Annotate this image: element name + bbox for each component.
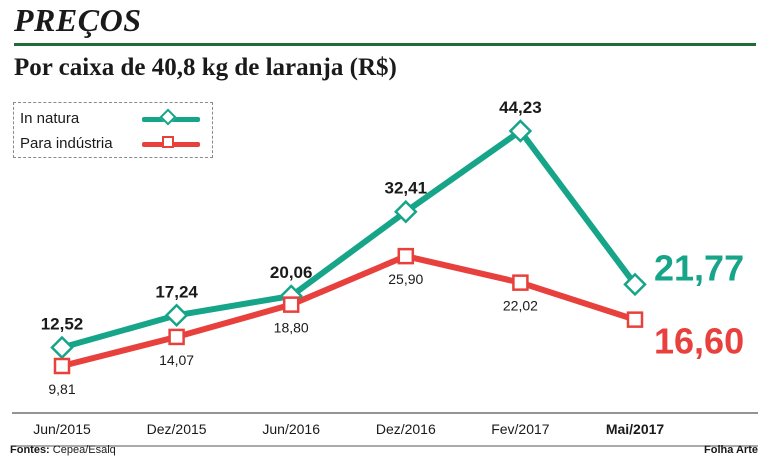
data-label-para-industria: 25,90	[388, 271, 423, 287]
latest-value-para-industria: 16,60	[654, 321, 744, 362]
section-title: PREÇOS	[14, 2, 142, 38]
x-tick-label: Jun/2015	[33, 421, 91, 437]
x-tick-label: Dez/2015	[147, 421, 207, 437]
data-point-para-industria	[168, 328, 185, 346]
x-tick-label: Dez/2016	[376, 421, 436, 437]
data-point-para-industria	[282, 296, 300, 313]
data-point-in-natura	[623, 272, 647, 297]
sources-text: Cepea/Esalq	[52, 444, 116, 456]
data-label-in-natura: 12,52	[41, 314, 84, 333]
data-label-in-natura: 17,24	[155, 282, 198, 301]
data-label-in-natura: 20,06	[270, 263, 313, 282]
sources-note: Fontes: Cepea/Esalq	[10, 444, 116, 456]
chart-subtitle: Por caixa de 40,8 kg de laranja (R$)	[14, 54, 397, 81]
diamond-marker-icon	[159, 108, 177, 126]
data-point-in-natura	[164, 303, 189, 328]
data-point-para-industria	[397, 247, 415, 265]
data-label-in-natura: 32,41	[385, 179, 428, 198]
data-point-para-industria	[53, 357, 71, 375]
legend-item-in-natura: In natura	[14, 107, 214, 131]
legend-item-para-industria: Para indústria	[14, 132, 214, 156]
data-point-in-natura	[394, 199, 418, 224]
x-tick-label: Jun/2016	[262, 421, 320, 437]
data-label-para-industria: 9,81	[48, 381, 75, 397]
data-label-in-natura: 44,23	[499, 98, 542, 117]
data-point-in-natura	[50, 335, 74, 360]
legend-label-in-natura: In natura	[20, 110, 80, 127]
legend-label-para-industria: Para indústria	[20, 135, 113, 152]
credit-line: Folha Arte	[704, 444, 758, 456]
data-label-para-industria: 18,80	[274, 320, 309, 336]
data-point-para-industria	[626, 311, 644, 328]
data-point-para-industria	[512, 274, 529, 291]
series-line-para-industria	[59, 253, 638, 369]
sources-label: Fontes:	[10, 444, 50, 456]
latest-value-in-natura: 21,77	[654, 247, 744, 288]
title-divider	[14, 43, 756, 46]
square-marker-icon	[162, 136, 174, 148]
data-point-in-natura	[508, 119, 533, 143]
x-tick-label: Fev/2017	[491, 421, 550, 437]
x-tick-label: Mai/2017	[606, 421, 665, 437]
data-label-para-industria: 14,07	[159, 352, 194, 368]
chart-legend: In natura Para indústria	[13, 102, 213, 158]
series-line-in-natura	[59, 128, 638, 351]
data-label-para-industria: 22,02	[503, 298, 538, 314]
